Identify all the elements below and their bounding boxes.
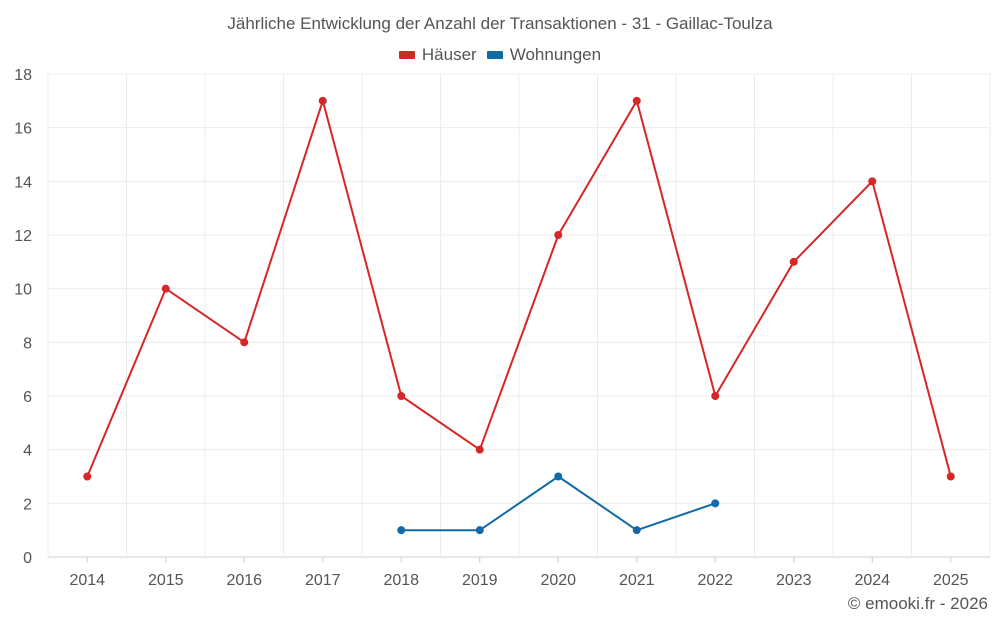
- y-tick-label: 8: [23, 335, 32, 352]
- x-tick-label: 2014: [69, 572, 105, 589]
- data-point-wohnungen: [711, 499, 720, 508]
- data-point-wohnungen: [397, 526, 406, 535]
- data-point-wohnungen: [475, 526, 484, 535]
- x-tick-label: 2019: [462, 572, 498, 589]
- data-point-haeuser: [318, 96, 327, 105]
- y-tick-label: 12: [14, 228, 32, 245]
- x-tick-label: 2015: [148, 572, 184, 589]
- y-tick-label: 10: [14, 282, 32, 299]
- legend: Häuser Wohnungen: [0, 45, 1000, 65]
- chart-title: Jährliche Entwicklung der Anzahl der Tra…: [227, 14, 773, 33]
- x-tick-label: 2022: [697, 572, 733, 589]
- data-point-wohnungen: [554, 472, 563, 481]
- data-point-haeuser: [475, 445, 484, 454]
- data-point-haeuser: [946, 472, 955, 481]
- data-point-haeuser: [789, 257, 798, 266]
- y-tick-label: 0: [23, 550, 32, 567]
- legend-label-haeuser: Häuser: [421, 45, 477, 64]
- x-tick-label: 2023: [776, 572, 812, 589]
- x-tick-label: 2017: [305, 572, 341, 589]
- data-point-haeuser: [868, 177, 877, 186]
- x-tick-label: 2021: [619, 572, 655, 589]
- credit-text: © emooki.fr - 2026: [847, 594, 988, 613]
- x-tick-label: 2020: [540, 572, 576, 589]
- x-tick-label: 2025: [933, 572, 969, 589]
- data-point-haeuser: [83, 472, 92, 481]
- y-tick-label: 6: [23, 389, 32, 406]
- data-point-haeuser: [240, 338, 249, 347]
- y-tick-label: 14: [14, 174, 32, 191]
- y-tick-label: 2: [23, 496, 32, 513]
- legend-label-wohnungen: Wohnungen: [509, 45, 602, 64]
- legend-swatch-wohnungen: [486, 51, 503, 59]
- data-point-haeuser: [554, 231, 563, 239]
- x-tick-label: 2024: [854, 572, 890, 589]
- series-line-haeuser: [86, 99, 952, 477]
- data-point-haeuser: [397, 392, 406, 400]
- x-tick-label: 2018: [383, 572, 419, 589]
- y-tick-label: 18: [14, 67, 32, 84]
- data-point-haeuser: [632, 96, 641, 105]
- legend-swatch-haeuser: [398, 51, 415, 59]
- legend-item-haeuser[interactable]: Häuser: [398, 45, 477, 65]
- y-tick-label: 16: [14, 121, 32, 138]
- x-tick-label: 2016: [226, 572, 262, 589]
- y-tick-label: 4: [23, 443, 32, 460]
- data-point-haeuser: [711, 392, 720, 400]
- data-point-haeuser: [161, 284, 170, 293]
- legend-item-wohnungen[interactable]: Wohnungen: [486, 45, 602, 65]
- data-point-wohnungen: [632, 526, 641, 535]
